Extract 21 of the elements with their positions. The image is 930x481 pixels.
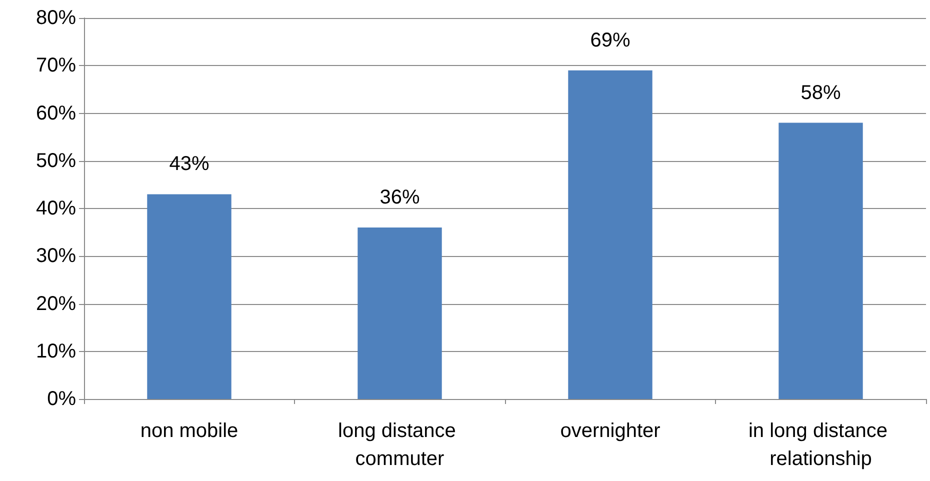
- x-tick-label: non mobile: [140, 420, 238, 442]
- data-label: 58%: [800, 82, 841, 104]
- x-tick-label: in long distance relationship: [748, 420, 894, 470]
- y-tick-label: 0%: [47, 388, 76, 410]
- data-label: 69%: [590, 29, 630, 52]
- y-tick-label: 70%: [36, 54, 76, 77]
- y-tick-label: 30%: [36, 245, 76, 268]
- y-tick-label: 50%: [36, 150, 76, 172]
- x-tick-label: overnighter: [560, 420, 661, 442]
- bar: [778, 122, 863, 399]
- bar: [147, 194, 232, 399]
- x-tick-label: long distance commuter: [338, 420, 462, 470]
- bar: [358, 228, 442, 399]
- y-tick-label: 80%: [36, 7, 76, 29]
- y-tick-label: 20%: [36, 292, 76, 315]
- y-tick-label: 40%: [36, 198, 76, 220]
- data-label: 43%: [169, 153, 210, 176]
- y-tick-label: 10%: [36, 340, 76, 362]
- data-label: 36%: [380, 186, 420, 209]
- y-tick-label: 60%: [36, 102, 76, 124]
- bar: [568, 70, 652, 399]
